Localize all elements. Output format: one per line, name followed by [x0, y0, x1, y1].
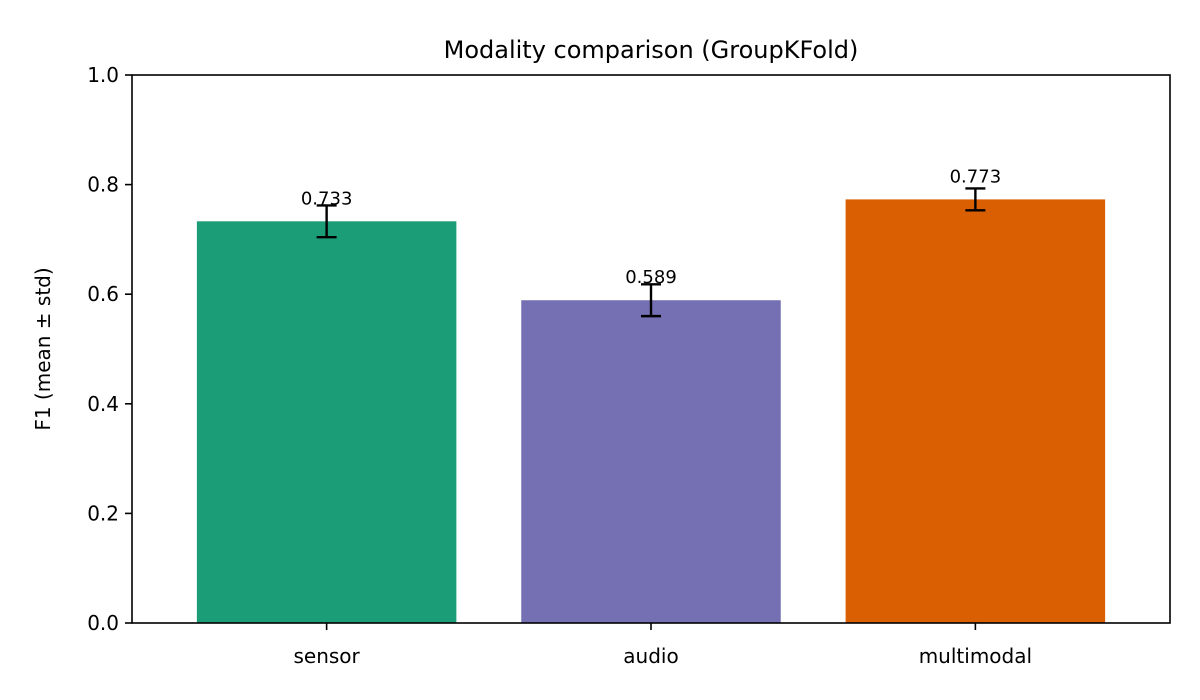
error-bar-multimodal	[965, 187, 986, 212]
bar-value-label-audio: 0.589	[625, 267, 677, 288]
y-tick-label: 1.0	[87, 63, 119, 87]
y-tick-label: 0.0	[87, 611, 119, 635]
bar-sensor	[196, 221, 457, 624]
bar-value-labels-group: 0.733 0.589 0.773	[301, 166, 1001, 288]
bar-audio	[521, 300, 781, 623]
x-tick-label-sensor: sensor	[293, 644, 360, 668]
bar-multimodal	[845, 199, 1106, 623]
plot-frame	[131, 74, 1171, 624]
error-bar-sensor	[316, 204, 337, 239]
bar-value-label-sensor: 0.733	[301, 188, 353, 209]
chart-title: Modality comparison (GroupKFold)	[444, 36, 859, 64]
y-tick-label: 0.6	[87, 282, 119, 306]
y-axis-label: F1 (mean ± std)	[31, 267, 55, 430]
y-axis-ticks: 0.0 0.2 0.4 0.6 0.8 1.0	[87, 63, 132, 635]
error-bars-group	[316, 187, 986, 318]
bars-group	[196, 199, 1106, 624]
y-tick-label: 0.2	[87, 501, 119, 525]
x-axis-ticks: sensor audio multimodal	[293, 623, 1032, 668]
y-tick-label: 0.8	[87, 173, 119, 197]
error-bar-audio	[641, 283, 661, 318]
x-tick-label-audio: audio	[623, 644, 678, 668]
y-tick-label: 0.4	[87, 392, 119, 416]
x-tick-label-multimodal: multimodal	[919, 644, 1032, 668]
bar-value-label-multimodal: 0.773	[950, 166, 1002, 187]
